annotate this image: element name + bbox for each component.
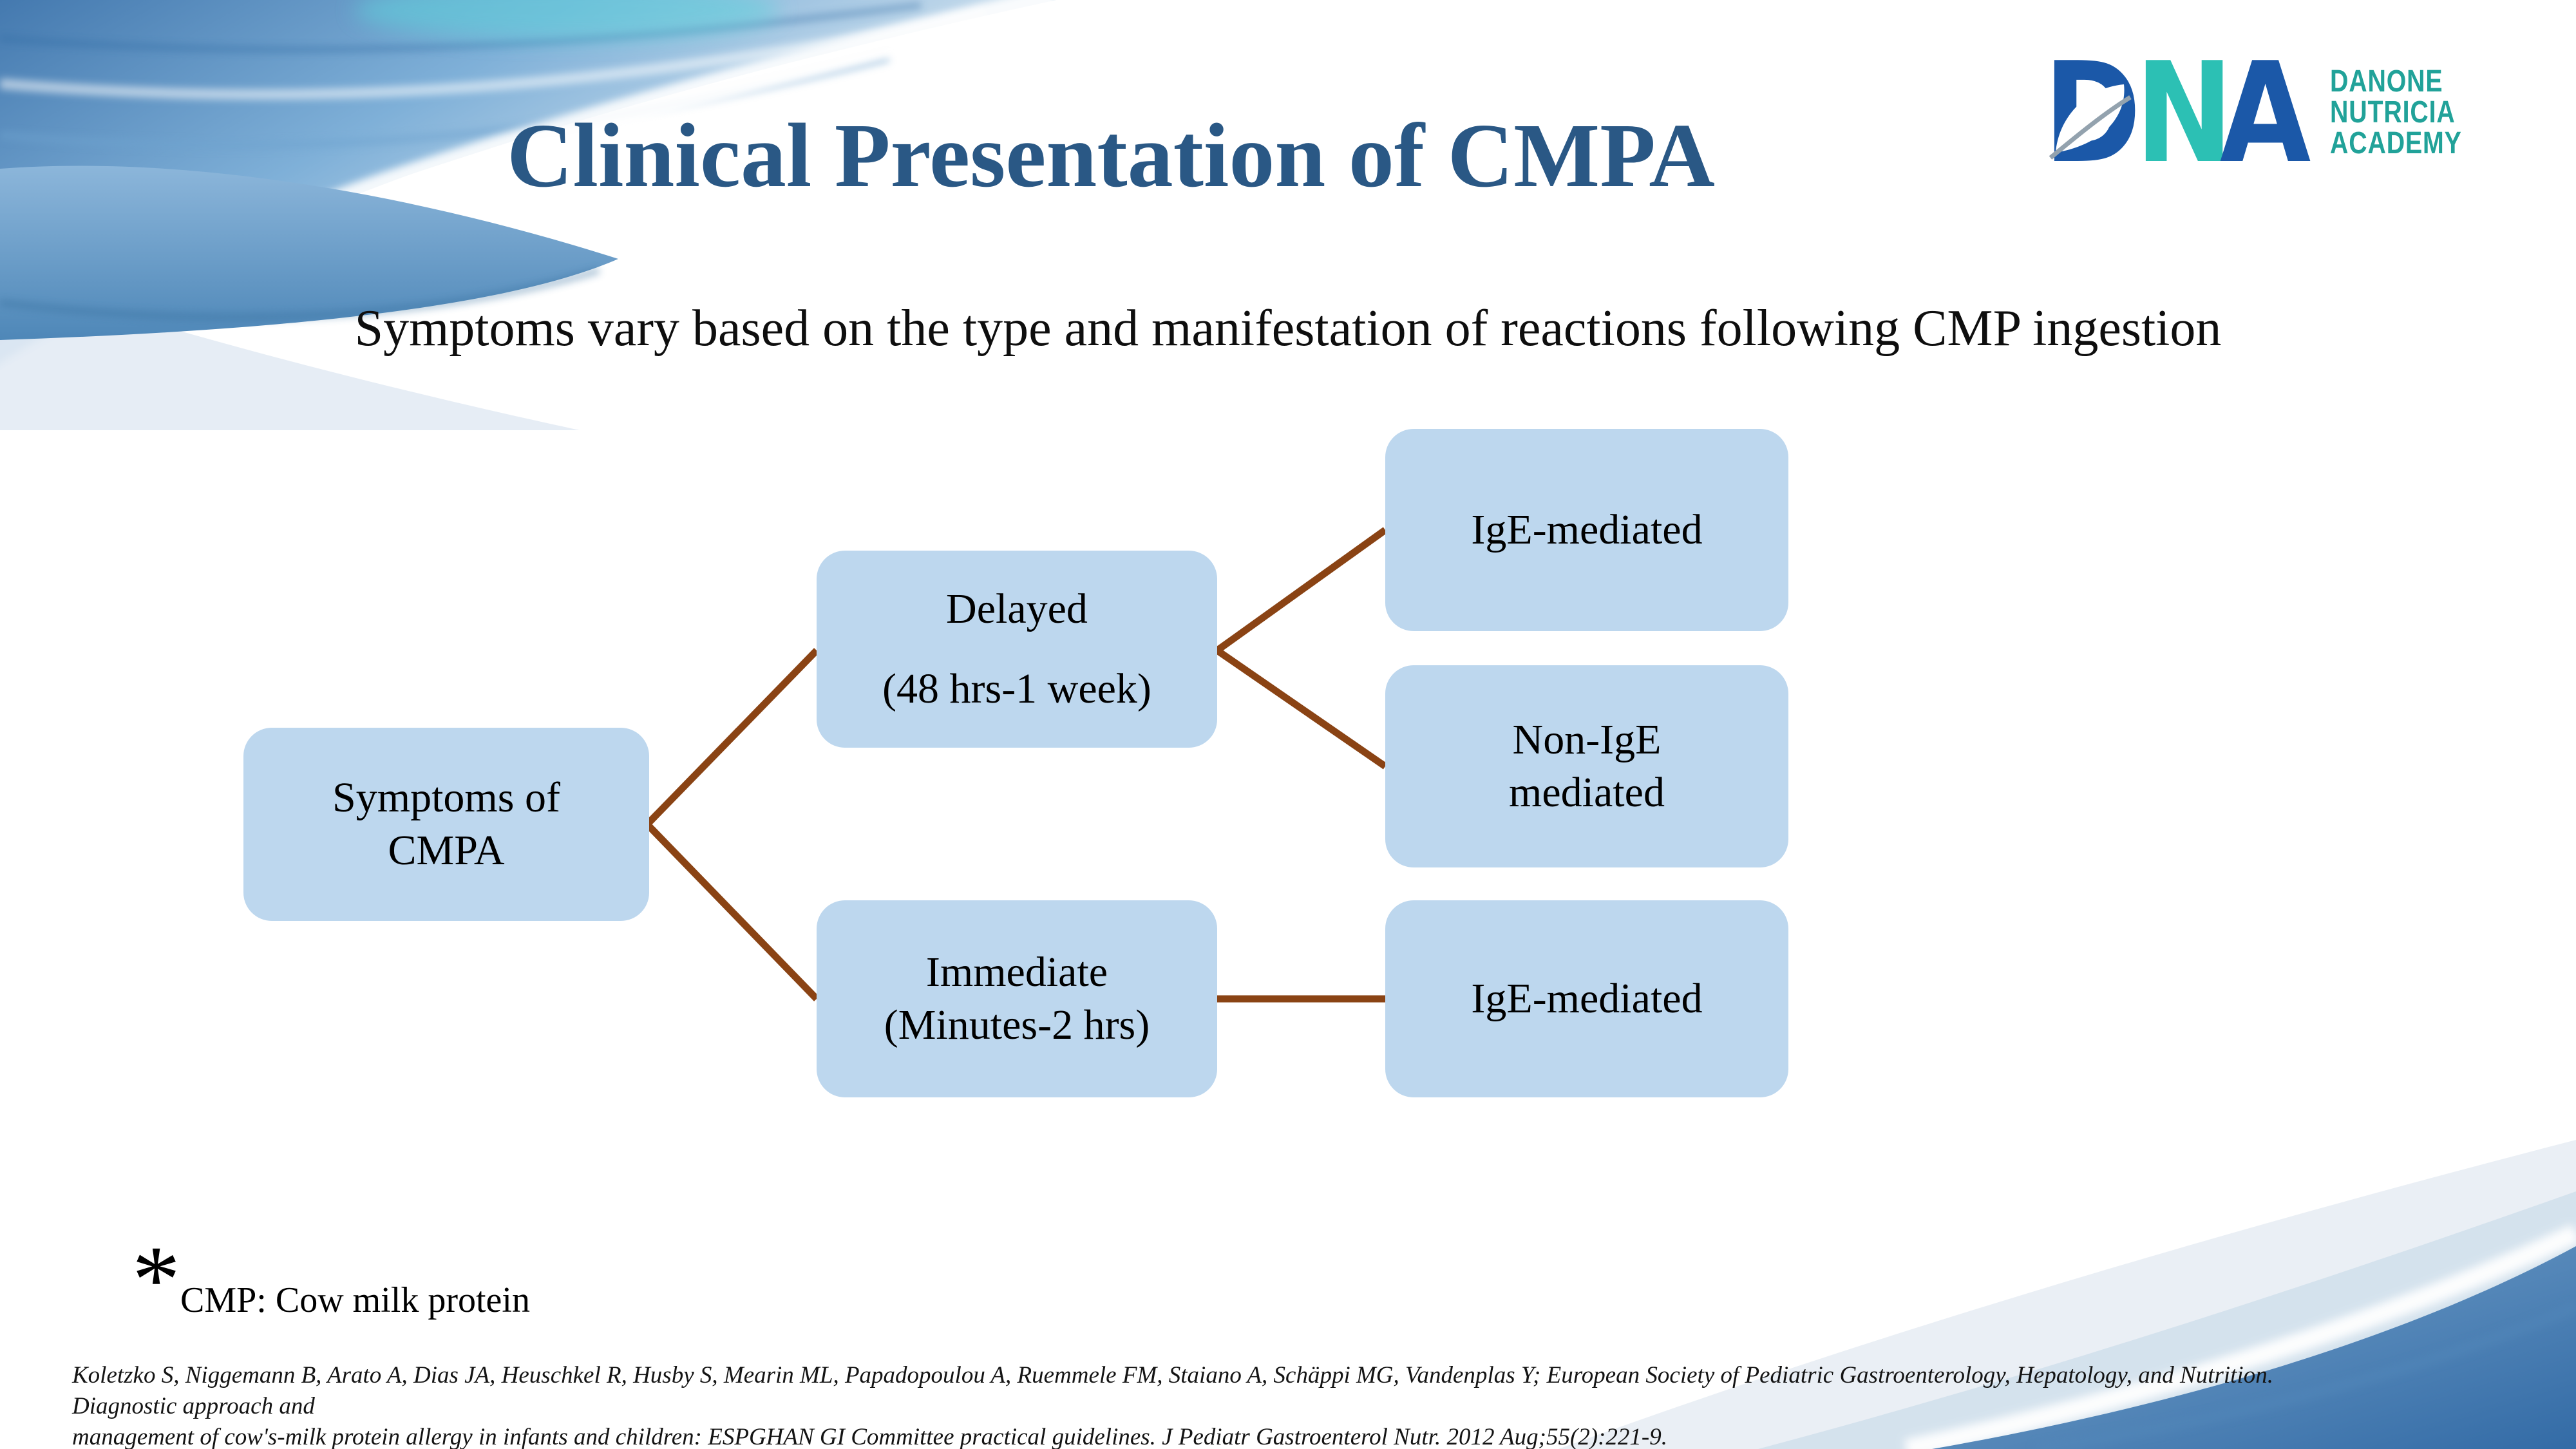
logo-text-nutricia: NUTRICIA bbox=[2330, 95, 2456, 129]
citation-line-1: Koletzko S, Niggemann B, Arato A, Dias J… bbox=[72, 1362, 2273, 1419]
node-label-line: Immediate bbox=[925, 949, 1108, 996]
footnote-asterisk: * bbox=[132, 1226, 180, 1333]
node-label-line: mediated bbox=[1509, 769, 1665, 816]
node-label-line: Symptoms of bbox=[332, 774, 560, 822]
slide-subtitle: Symptoms vary based on the type and mani… bbox=[354, 300, 2222, 357]
footnote: * CMP: Cow milk protein bbox=[132, 1231, 530, 1328]
node-delayed: Delayed (48 hrs-1 week) bbox=[817, 551, 1217, 748]
reference-citation: Koletzko S, Niggemann B, Arato A, Dias J… bbox=[72, 1360, 2365, 1449]
connector-delayed-ige bbox=[1215, 527, 1388, 654]
citation-line-2: management of cow's-milk protein allergy… bbox=[72, 1424, 1667, 1449]
logo-letter-a: A bbox=[2220, 48, 2311, 194]
connector-delayed-nonige bbox=[1215, 647, 1388, 770]
node-non-ige-mediated: Non-IgE mediated bbox=[1385, 665, 1788, 867]
node-ige-mediated-bottom: IgE-mediated bbox=[1385, 900, 1788, 1097]
node-label-line: (48 hrs-1 week) bbox=[882, 665, 1151, 712]
connector-root-delayed bbox=[645, 648, 819, 827]
node-label-line: (Minutes-2 hrs) bbox=[884, 1001, 1150, 1048]
logo-letter-n: N bbox=[2135, 48, 2233, 194]
node-label-line: IgE-mediated bbox=[1471, 975, 1703, 1023]
logo-text-danone: DANONE bbox=[2330, 64, 2443, 99]
connector-root-immediate bbox=[645, 822, 819, 1001]
danone-nutricia-academy-logo: D N A DANONE NUTRICIA ACADEMY bbox=[2043, 48, 2462, 194]
node-label-line: IgE-mediated bbox=[1471, 506, 1703, 554]
page-title: Clinical Presentation of CMPA bbox=[507, 104, 1715, 206]
node-label-line: Non-IgE bbox=[1512, 716, 1662, 764]
node-ige-mediated-top: IgE-mediated bbox=[1385, 429, 1788, 631]
node-immediate: Immediate (Minutes-2 hrs) bbox=[817, 900, 1217, 1097]
leaf-stem-icon bbox=[2049, 95, 2132, 160]
node-label-line: Delayed bbox=[946, 585, 1088, 633]
node-symptoms-of-cmpa: Symptoms of CMPA bbox=[243, 728, 649, 921]
footnote-text: CMP: Cow milk protein bbox=[180, 1280, 530, 1320]
logo-text-academy: ACADEMY bbox=[2330, 126, 2462, 160]
node-label-line: CMPA bbox=[388, 827, 505, 874]
leaf-icon bbox=[2056, 84, 2125, 153]
